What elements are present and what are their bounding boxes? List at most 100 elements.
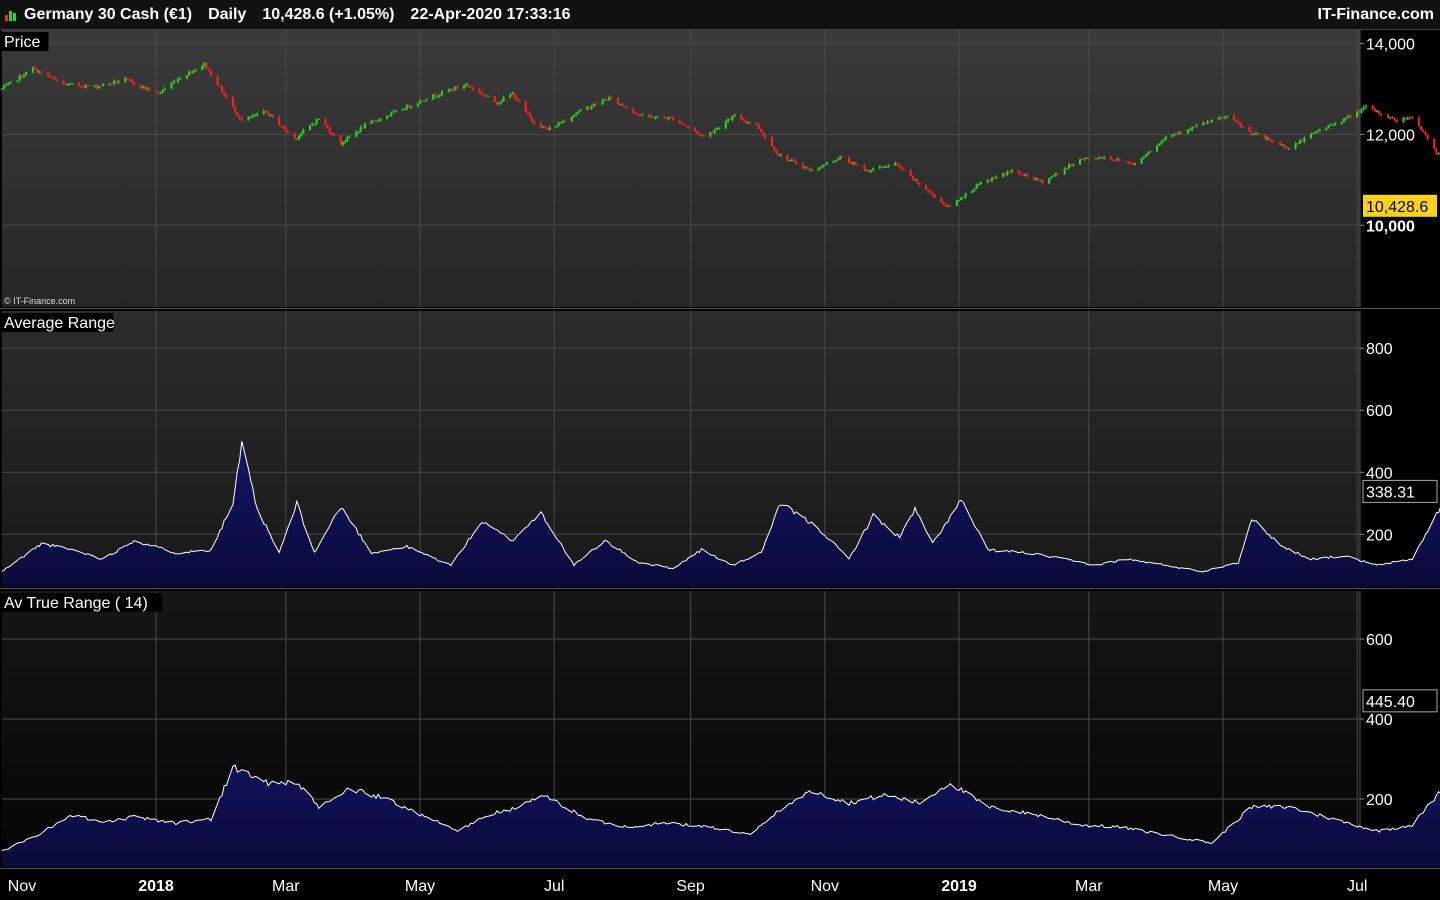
- instrument-name[interactable]: Germany 30 Cash (€1): [24, 5, 193, 23]
- panel-title-avg: Average Range: [4, 315, 115, 332]
- candle-body: [529, 113, 531, 118]
- candle-body: [1145, 154, 1147, 157]
- x-tick-label: 2019: [941, 878, 977, 895]
- candle-body: [25, 71, 28, 76]
- x-tick-label: May: [405, 878, 435, 895]
- candle-body: [925, 184, 927, 190]
- period-selector[interactable]: Daily: [208, 5, 247, 23]
- copyright: © IT-Finance.com: [4, 296, 75, 306]
- candle-body: [669, 117, 672, 119]
- candle-body: [696, 131, 699, 133]
- candle-body: [1208, 121, 1211, 123]
- candle-body: [678, 120, 681, 123]
- candle-body: [31, 67, 34, 72]
- candle-body: [240, 118, 243, 121]
- candle-body: [95, 85, 98, 88]
- candle-body: [49, 76, 52, 78]
- candle-body: [128, 79, 131, 81]
- candle-body: [777, 153, 780, 156]
- candle-body: [67, 83, 69, 86]
- candle-body: [1019, 172, 1022, 175]
- y-tick-label: 400: [1366, 712, 1393, 729]
- candle-body: [1318, 129, 1321, 132]
- candle-body: [1255, 133, 1257, 135]
- candle-body: [894, 163, 897, 166]
- candle-body: [302, 130, 305, 134]
- candle-body: [958, 200, 960, 202]
- candle-body: [1164, 136, 1167, 140]
- candle-body: [1098, 157, 1101, 159]
- candle-body: [1094, 158, 1097, 160]
- candle-body: [467, 84, 470, 86]
- candle-body: [685, 125, 688, 127]
- candle-body: [955, 200, 958, 206]
- candle-body: [502, 97, 505, 102]
- candle-body: [482, 94, 485, 96]
- candle-body: [909, 169, 912, 176]
- candle-body: [586, 106, 589, 110]
- candle-body: [1131, 163, 1134, 165]
- candle-body: [964, 193, 967, 198]
- last-value-label: 10,428.6: [1366, 199, 1428, 216]
- candle-body: [713, 129, 716, 133]
- candle-body: [687, 126, 690, 128]
- candle-body: [1189, 129, 1191, 131]
- candle-body: [944, 203, 947, 207]
- candle-body: [262, 111, 265, 114]
- y-tick-label: 200: [1366, 792, 1393, 809]
- panel-title-price: Price: [4, 34, 41, 51]
- y-tick-label: 600: [1366, 403, 1393, 420]
- candle-body: [667, 117, 670, 120]
- candle-body: [317, 118, 320, 120]
- candle-body: [1360, 109, 1363, 113]
- candle-body: [562, 120, 564, 123]
- candle-body: [1301, 140, 1304, 142]
- candle-body: [1125, 161, 1128, 163]
- candle-body: [764, 135, 767, 138]
- candlestick-icon: [4, 8, 18, 22]
- candle-body: [269, 114, 272, 116]
- chart-svg[interactable]: Price Average Range Av True Range ( 14) Nov…: [0, 30, 1440, 900]
- candle-body: [1373, 108, 1376, 112]
- candle-body: [702, 135, 705, 137]
- candle-body: [392, 111, 395, 113]
- candle-body: [850, 162, 853, 165]
- candle-body: [1116, 159, 1119, 161]
- candle-body: [256, 113, 259, 116]
- candle-body: [1402, 117, 1405, 122]
- candle-body: [1233, 115, 1235, 120]
- candle-body: [1175, 133, 1178, 135]
- candle-body: [1017, 169, 1020, 173]
- candle-body: [20, 75, 23, 78]
- candle-body: [975, 184, 978, 189]
- candle-body: [801, 164, 804, 168]
- candle-body: [1226, 115, 1229, 117]
- candle-body: [727, 119, 729, 122]
- candle-body: [333, 134, 336, 136]
- candle-body: [870, 170, 872, 172]
- candle-body: [632, 108, 635, 113]
- candle-body: [881, 166, 883, 168]
- candle-body: [496, 101, 498, 105]
- candle-body: [1112, 159, 1114, 161]
- candle-body: [819, 167, 822, 169]
- candle-body: [487, 95, 490, 97]
- candle-body: [282, 126, 285, 128]
- candle-body: [421, 100, 424, 102]
- candle-body: [636, 113, 639, 115]
- candle-body: [634, 112, 637, 114]
- candle-body: [601, 100, 604, 105]
- candle-body: [848, 157, 850, 163]
- x-tick-label: May: [1208, 878, 1238, 895]
- candle-body: [733, 115, 736, 117]
- candle-body: [625, 107, 628, 109]
- candle-body: [357, 131, 360, 133]
- candle-body: [1063, 168, 1066, 175]
- candle-body: [663, 116, 666, 118]
- candle-body: [524, 101, 527, 112]
- candle-body: [867, 170, 870, 172]
- candle-body: [1173, 133, 1176, 135]
- candle-body: [493, 95, 496, 102]
- candle-body: [249, 117, 252, 119]
- candle-body: [1026, 174, 1029, 177]
